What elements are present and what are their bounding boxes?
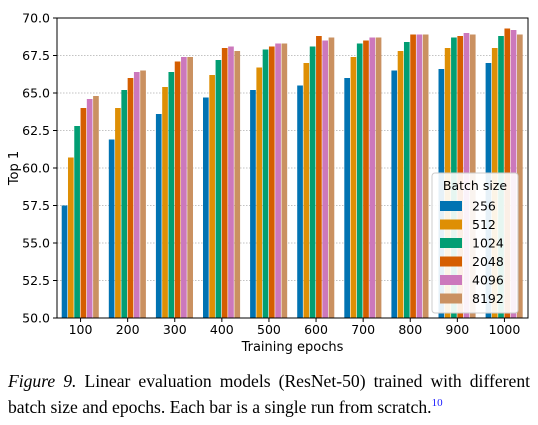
bar-256-700 — [344, 78, 350, 318]
bar-2048-200 — [127, 78, 134, 318]
legend-label-8192: 8192 — [472, 291, 504, 306]
y-tick-label: 55.0 — [22, 236, 50, 251]
legend-label-4096: 4096 — [472, 273, 504, 288]
legend-swatch-256 — [440, 201, 462, 211]
legend-swatch-8192 — [440, 293, 462, 304]
bar-8192-400 — [234, 51, 241, 318]
x-tick-label: 400 — [210, 322, 234, 337]
legend-swatch-512 — [440, 219, 462, 230]
bar-256-500 — [250, 90, 256, 318]
y-tick-label: 67.5 — [22, 48, 50, 63]
bar-512-700 — [350, 57, 357, 318]
legend-title: Batch size — [443, 178, 507, 193]
bar-1024-200 — [121, 90, 128, 318]
bar-1024-100 — [74, 126, 80, 318]
y-tick-label: 50.0 — [22, 311, 50, 326]
bar-1024-400 — [215, 60, 222, 318]
legend-items: 256 512 1024 2048 4096 8192 — [440, 199, 504, 306]
legend-swatch-1024 — [440, 238, 462, 248]
legend-swatch-4096 — [440, 275, 462, 285]
bar-512-600 — [303, 63, 310, 318]
legend-label-256: 256 — [472, 199, 496, 214]
x-tick-label: 500 — [257, 322, 281, 337]
x-tick-label: 800 — [398, 322, 422, 337]
bar-8192-600 — [328, 37, 335, 318]
bar-8192-300 — [187, 57, 193, 318]
bar-256-800 — [391, 70, 398, 318]
legend-swatch-2048 — [440, 256, 462, 267]
bar-8192-100 — [93, 96, 99, 318]
bar-512-500 — [256, 67, 263, 318]
bar-8192-1000 — [517, 34, 523, 318]
bar-2048-300 — [174, 61, 181, 318]
bar-2048-500 — [268, 46, 275, 318]
footnote-marker: 10 — [431, 397, 443, 409]
bar-1024-700 — [356, 43, 363, 318]
bar-256-100 — [61, 205, 68, 318]
y-tick-label: 62.5 — [22, 123, 50, 138]
bar-256-300 — [155, 114, 162, 318]
bar-2048-100 — [80, 108, 87, 318]
bar-512-300 — [162, 87, 168, 318]
y-tick-label: 70.0 — [22, 11, 50, 26]
bar-8192-700 — [375, 37, 382, 318]
legend-label-512: 512 — [472, 217, 496, 232]
y-tick-label: 52.5 — [22, 273, 50, 288]
bar-2048-600 — [316, 36, 322, 318]
figure-label: Figure 9. — [8, 371, 77, 391]
bar-4096-200 — [133, 72, 140, 318]
bar-4096-400 — [228, 46, 234, 318]
figure-caption: Figure 9. Linear evaluation models (ResN… — [8, 370, 530, 418]
x-tick-label: 200 — [116, 322, 140, 337]
bar-512-100 — [67, 157, 74, 318]
legend-label-2048: 2048 — [472, 254, 504, 269]
bar-1024-800 — [403, 42, 410, 318]
y-tick-label: 60.0 — [22, 161, 50, 176]
bar-8192-500 — [281, 43, 288, 318]
y-tick-label: 57.5 — [22, 198, 50, 213]
bar-8192-200 — [140, 70, 146, 318]
caption-text: Linear evaluation models (ResNet-50) tra… — [8, 371, 531, 417]
bar-512-800 — [397, 51, 404, 318]
bar-4096-300 — [181, 57, 187, 318]
bar-256-200 — [108, 139, 115, 318]
bar-2048-400 — [221, 48, 228, 318]
bar-1024-500 — [262, 49, 269, 318]
bar-256-400 — [203, 97, 209, 318]
bar-4096-500 — [275, 43, 281, 318]
bar-256-600 — [297, 85, 303, 318]
bar-4096-100 — [86, 99, 93, 318]
x-axis-label: Training epochs — [241, 340, 344, 355]
x-tick-label: 700 — [351, 322, 375, 337]
bar-8192-800 — [422, 34, 429, 318]
bar-1024-300 — [168, 72, 175, 318]
bar-4096-800 — [416, 34, 423, 318]
bar-512-200 — [115, 108, 121, 318]
bar-4096-700 — [369, 37, 376, 318]
legend-label-1024: 1024 — [472, 236, 504, 251]
bar-512-400 — [209, 75, 215, 318]
bar-4096-600 — [322, 40, 329, 318]
x-tick-label: 900 — [445, 322, 469, 337]
x-ticks: 100 200 300 400 500 600 700 800 900 1000 — [69, 318, 521, 337]
y-axis-label: Top 1 — [7, 151, 22, 186]
bar-1024-600 — [309, 46, 316, 318]
bar-chart: 50.0 52.5 55.0 57.5 60.0 62.5 65.0 67.5 70.0 100… — [7, 11, 529, 355]
legend: Batch size 256 512 1024 2048 4096 8192 — [431, 172, 519, 314]
x-tick-label: 100 — [69, 322, 93, 337]
y-tick-label: 65.0 — [22, 86, 50, 101]
bar-2048-800 — [410, 34, 416, 318]
x-tick-label: 600 — [304, 322, 328, 337]
x-tick-label: 300 — [163, 322, 187, 337]
y-ticks: 50.0 52.5 55.0 57.5 60.0 62.5 65.0 67.5 70.0 — [22, 11, 57, 326]
bar-2048-700 — [363, 40, 369, 318]
x-tick-label: 1000 — [489, 322, 521, 337]
